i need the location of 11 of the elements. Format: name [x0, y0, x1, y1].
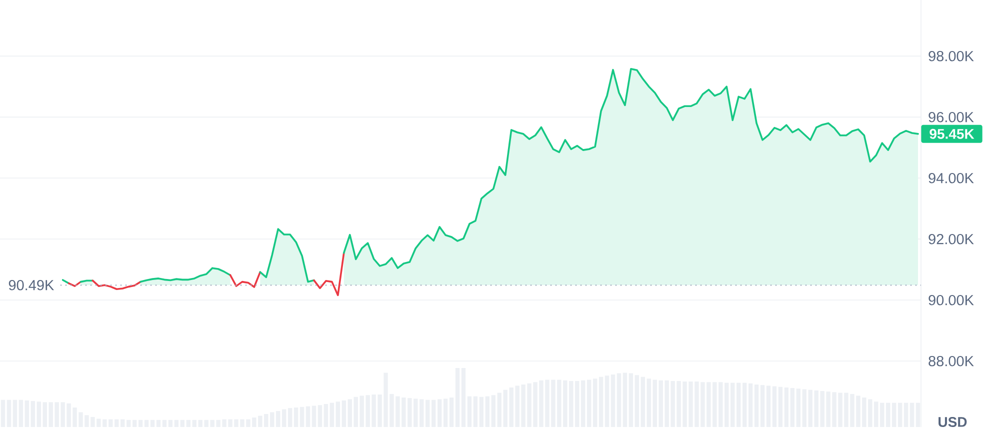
y-tick-label: 96.00K	[928, 112, 974, 122]
ref-line-label: 90.49K	[8, 280, 54, 290]
y-tick-label: 94.00K	[928, 172, 974, 184]
line-series	[229, 271, 262, 288]
y-tick-label: 92.00K	[928, 234, 974, 244]
y-axis-title: USD	[938, 417, 967, 427]
y-tick-label: 90.00K	[928, 294, 974, 306]
text: 95.45K	[930, 128, 974, 139]
line-series	[313, 252, 345, 296]
y-tick-label: 98.00K	[928, 50, 974, 62]
y-tick-label: 88.00K	[928, 356, 974, 366]
